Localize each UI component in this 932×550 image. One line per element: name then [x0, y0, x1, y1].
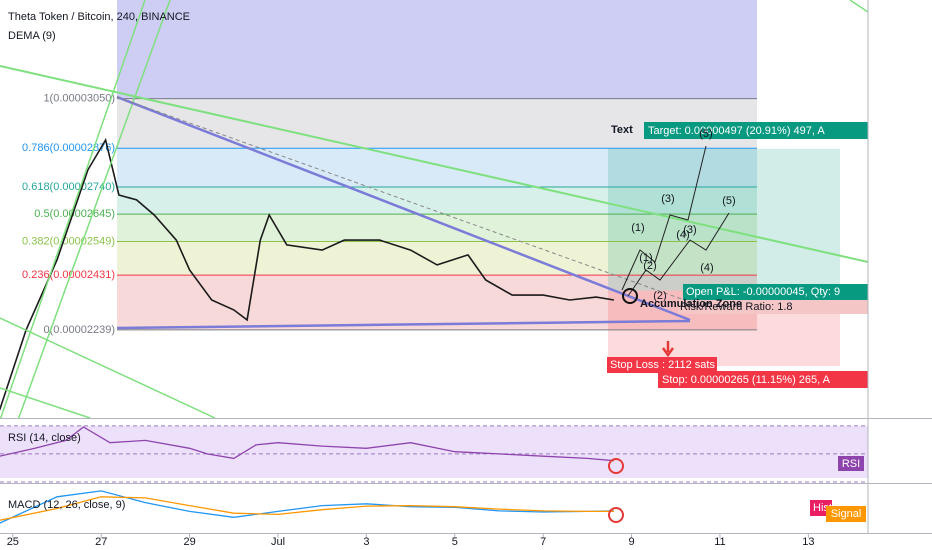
x-tick-label: 27 [95, 536, 107, 548]
series-line [0, 137, 615, 411]
drawings: Text Target: 0.00000497 (20.91%) 497, A … [0, 0, 868, 418]
wave-label: (1) [639, 252, 652, 264]
trend-line [0, 317, 216, 418]
fib-label: 0.618(0.00002740) [22, 181, 115, 193]
fib-band [117, 148, 757, 188]
macd-title: MACD (12, 26, close, 9) [8, 499, 125, 511]
x-tick-label: 5 [452, 536, 458, 548]
fib-top-band [117, 0, 757, 99]
rsi-badge-label: RSI [842, 458, 860, 470]
x-tick-label: 11 [714, 536, 725, 548]
x-tick-label: 3 [363, 536, 369, 548]
fib-label: 0.382(0.00002549) [22, 235, 115, 247]
pnl-label: Open P&L: -0.00000045, Qty: 9 [686, 286, 840, 298]
triangle-line [116, 95, 691, 322]
ratio-label: Risk/Reward Ratio: 1.8 [680, 301, 793, 313]
price-axis-bg [868, 0, 932, 550]
stop-loss-label: Stop Loss : 2112 sats [610, 359, 715, 371]
wave-label: (3) [683, 224, 696, 236]
rsi-title: RSI (14, close) [8, 432, 81, 444]
trend-line [0, 387, 91, 418]
indicator-label: DEMA (9) [8, 30, 56, 42]
zone-label: Accumulation Zone [640, 298, 742, 310]
wave-path [621, 145, 707, 291]
series-line [0, 496, 614, 521]
fib-label: 0.5(0.00002645) [34, 208, 115, 220]
chart-title: Theta Token / Bitcoin, 240, BINANCE [8, 11, 190, 23]
stop-label: Stop: 0.00000265 (11.15%) 265, A [662, 374, 831, 386]
wave-label: (4) [700, 262, 713, 274]
trend-line [0, 65, 868, 263]
trend-line [0, 0, 146, 418]
main-pane: 1(0.00003050) 0.786(0.00002876) 0.618(0.00… [22, 0, 840, 367]
rsi-band [0, 426, 868, 478]
marker-circle [622, 288, 638, 304]
fib-band [117, 187, 757, 215]
annotation-text: Text [611, 124, 633, 136]
wave-path [627, 212, 730, 297]
wave-label: (4) [676, 229, 689, 241]
signal-badge-label: Signal [831, 508, 862, 520]
target-zone [608, 148, 840, 291]
ratio-box [678, 300, 868, 314]
x-tick-label: 7 [540, 536, 546, 548]
triangle-line [116, 319, 691, 330]
fib-label: 0.786(0.00002876) [22, 142, 115, 154]
marker-circle [608, 458, 624, 474]
x-tick-label: 29 [183, 536, 195, 548]
wave-label: (2) [653, 290, 666, 302]
x-tick-label: 9 [628, 536, 634, 548]
wave-label: (5) [699, 128, 712, 140]
pnl-box [683, 284, 868, 300]
down-arrow [661, 341, 675, 358]
fib-label: 1(0.00003050) [43, 93, 115, 105]
dashed-line [116, 96, 691, 303]
wave-label: (1) [631, 222, 644, 234]
series-line [0, 490, 614, 524]
fib-label: 0.236(0.00002431) [22, 269, 115, 281]
stop-box [658, 371, 868, 388]
target-box [644, 122, 868, 139]
trend-line [849, 0, 868, 13]
series-line [0, 426, 614, 462]
x-tick-label: Jul [271, 536, 285, 548]
wave-label: (2) [643, 260, 656, 272]
fib-band [117, 214, 757, 242]
marker-circle [608, 507, 624, 523]
signal-badge [826, 506, 866, 522]
target-label: Target: 0.00000497 (20.91%) 497, A [648, 125, 825, 137]
trend-line [17, 0, 171, 418]
fib-label: 0(0.00002239) [43, 324, 115, 336]
stop-loss-box [607, 357, 717, 373]
wave-label: (5) [722, 195, 735, 207]
rsi-badge [838, 456, 864, 471]
wave-label: (3) [661, 193, 674, 205]
x-tick-label: 25 [7, 536, 19, 548]
x-tick-label: 13 [802, 536, 814, 548]
